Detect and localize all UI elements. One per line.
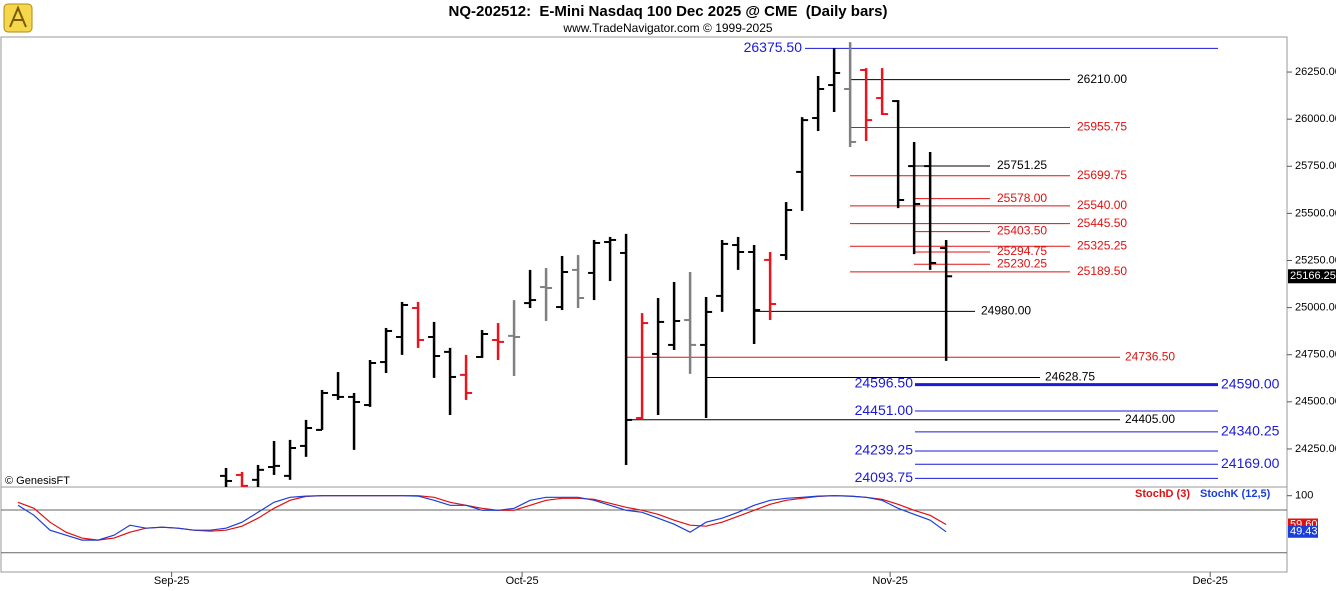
last-price-box <box>1288 269 1336 284</box>
level-label: 26210.00 <box>1077 72 1127 86</box>
logo <box>3 3 33 33</box>
level-label: 24451.00 <box>855 402 914 418</box>
level-label: 25540.00 <box>1077 198 1127 212</box>
level-label: 24340.25 <box>1221 423 1280 439</box>
chart-subtitle: www.TradeNavigator.com © 1999-2025 <box>562 21 772 35</box>
y-tick-label: 25500.00 <box>1295 207 1336 219</box>
level-label: 24239.25 <box>855 442 914 458</box>
y-tick-label: 24750.00 <box>1295 349 1336 361</box>
y-tick-label: 25750.00 <box>1295 160 1336 172</box>
level-label: 25294.75 <box>997 244 1047 258</box>
level-label: 25699.75 <box>1077 168 1127 182</box>
level-label: 25325.25 <box>1077 238 1127 252</box>
level-label: 24169.00 <box>1221 455 1280 471</box>
level-label: 25445.50 <box>1077 216 1127 230</box>
level-label: 25189.50 <box>1077 264 1127 278</box>
stoch-last-box <box>1288 525 1318 538</box>
x-tick-label: Nov-25 <box>872 575 907 587</box>
y-tick-label: 24500.00 <box>1295 396 1336 408</box>
level-label: 24590.00 <box>1221 376 1280 392</box>
chart-title: NQ-202512: E-Mini Nasdaq 100 Dec 2025 @ … <box>449 3 888 20</box>
x-tick-label: Dec-25 <box>1192 575 1227 587</box>
y-tick-label: 26000.00 <box>1295 113 1336 125</box>
level-label: 24405.00 <box>1125 412 1175 426</box>
y-tick-label: 26250.00 <box>1295 66 1336 78</box>
level-label: 24980.00 <box>981 304 1031 318</box>
x-tick-label: Sep-25 <box>154 575 189 587</box>
legend-entry: StochK (12,5) <box>1200 488 1271 500</box>
level-label: 25955.75 <box>1077 120 1127 134</box>
y-tick-label: 25000.00 <box>1295 302 1336 314</box>
level-label: 24596.50 <box>855 374 914 390</box>
copyright: © GenesisFT <box>5 475 70 487</box>
legend-entry: StochD (3) <box>1135 488 1190 500</box>
level-label: 26375.50 <box>744 39 803 55</box>
level-label: 24628.75 <box>1045 370 1095 384</box>
last-price-label: 25166.25 <box>1290 270 1336 282</box>
x-tick-label: Oct-25 <box>506 575 539 587</box>
level-label: 25403.50 <box>997 224 1047 238</box>
stoch-tick-label: 100 <box>1295 490 1313 502</box>
y-tick-label: 25250.00 <box>1295 254 1336 266</box>
level-label: 24093.75 <box>855 469 914 485</box>
level-label: 24736.50 <box>1125 349 1175 363</box>
stoch-line <box>17 495 947 541</box>
stoch-last-label: 49.43 <box>1290 526 1318 538</box>
stoch-panel <box>0 486 1288 573</box>
price-panel <box>0 36 1288 488</box>
level-label: 25751.25 <box>997 158 1047 172</box>
level-label: 25230.25 <box>997 256 1047 270</box>
level-label: 25578.00 <box>997 191 1047 205</box>
y-tick-label: 24250.00 <box>1295 443 1336 455</box>
